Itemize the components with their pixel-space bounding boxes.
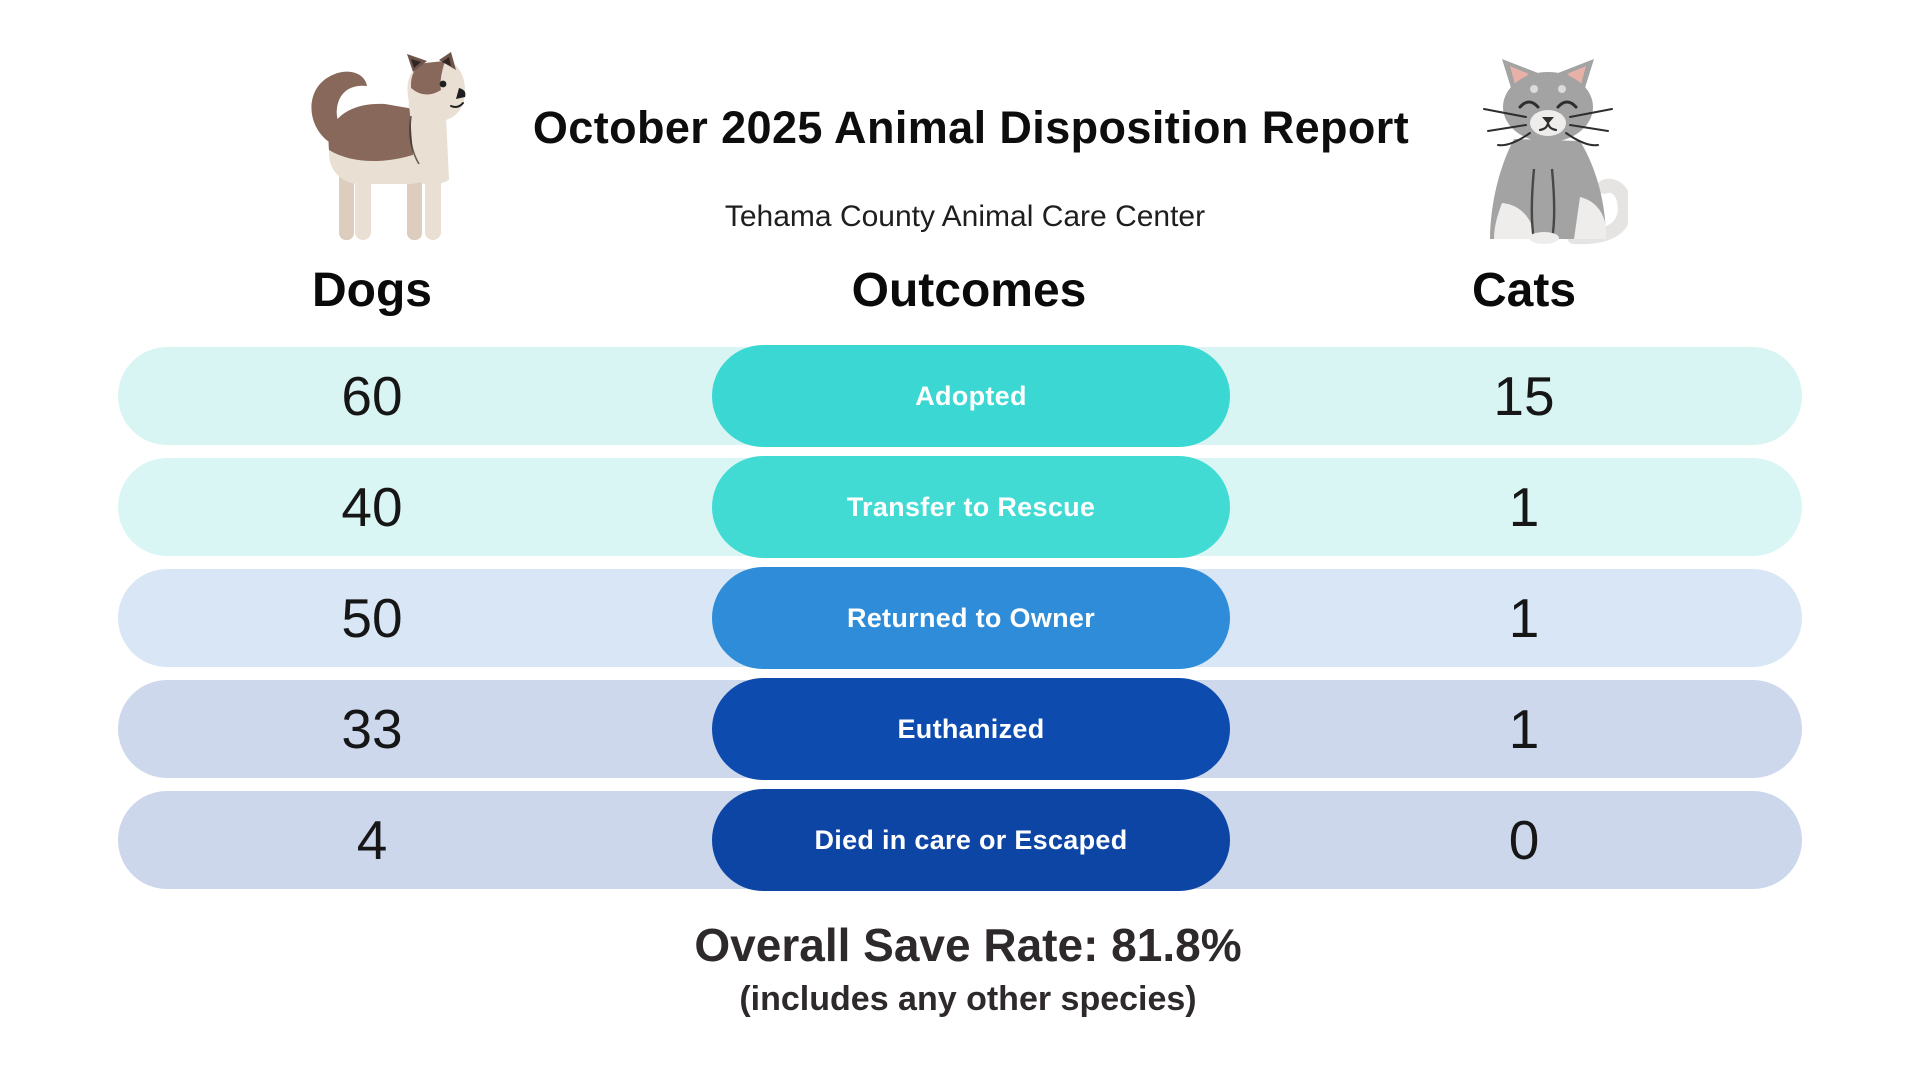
outcome-pill: Returned to Owner (712, 567, 1230, 669)
dog-icon (311, 52, 466, 240)
column-header-outcomes: Outcomes (851, 263, 1087, 317)
disposition-row: 33 Euthanized 1 (118, 678, 1802, 780)
cats-count: 1 (1508, 587, 1540, 649)
save-rate-note: (includes any other species) (739, 980, 1197, 1018)
column-header-cats: Cats (1471, 263, 1577, 317)
column-header-dogs: Dogs (312, 263, 432, 317)
disposition-row: 50 Returned to Owner 1 (118, 567, 1802, 669)
outcome-pill: Died in care or Escaped (712, 789, 1230, 891)
outcome-label: Adopted (915, 380, 1027, 411)
outcome-pill: Transfer to Rescue (712, 456, 1230, 558)
overall-save-rate: Overall Save Rate: 81.8% (694, 919, 1242, 971)
outcome-label: Euthanized (897, 713, 1045, 744)
cats-count: 0 (1508, 809, 1540, 871)
cats-count: 1 (1508, 476, 1540, 538)
outcome-label: Died in care or Escaped (814, 824, 1128, 855)
dogs-count: 4 (356, 809, 388, 871)
page-title: October 2025 Animal Disposition Report (532, 102, 1410, 153)
dogs-count: 40 (341, 476, 403, 538)
outcome-pill: Adopted (712, 345, 1230, 447)
cat-icon (1483, 59, 1628, 245)
outcome-label: Transfer to Rescue (846, 491, 1096, 522)
page-subtitle: Tehama County Animal Care Center (724, 200, 1206, 233)
cats-count: 15 (1493, 365, 1555, 427)
dogs-count: 50 (341, 587, 403, 649)
disposition-row: 40 Transfer to Rescue 1 (118, 456, 1802, 558)
dogs-count: 33 (341, 698, 403, 760)
outcome-pill: Euthanized (712, 678, 1230, 780)
column-headers: Dogs Outcomes Cats (118, 258, 1802, 322)
disposition-rows: 60 Adopted 15 40 Transfer to Rescue 1 50… (118, 345, 1802, 902)
outcome-label: Returned to Owner (846, 602, 1096, 633)
dogs-count: 60 (341, 365, 403, 427)
disposition-row: 4 Died in care or Escaped 0 (118, 789, 1802, 891)
cats-count: 1 (1508, 698, 1540, 760)
disposition-row: 60 Adopted 15 (118, 345, 1802, 447)
